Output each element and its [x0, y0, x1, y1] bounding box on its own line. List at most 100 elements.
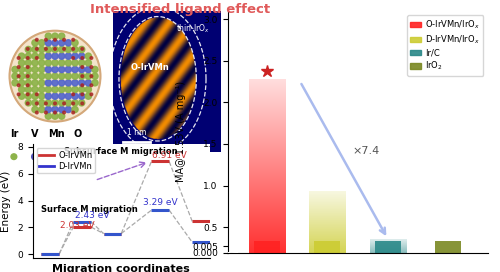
- Text: 2.03 eV: 2.03 eV: [60, 221, 94, 230]
- Circle shape: [58, 93, 65, 99]
- Circle shape: [18, 53, 25, 59]
- Text: O-IrVMn: O-IrVMn: [131, 63, 170, 72]
- Circle shape: [78, 53, 85, 59]
- Circle shape: [18, 93, 20, 96]
- Circle shape: [72, 60, 78, 66]
- Circle shape: [65, 47, 71, 52]
- Circle shape: [10, 31, 101, 122]
- Circle shape: [38, 47, 45, 52]
- Circle shape: [62, 102, 66, 105]
- Circle shape: [72, 40, 78, 46]
- Circle shape: [85, 73, 91, 79]
- Circle shape: [85, 66, 91, 73]
- Circle shape: [45, 73, 52, 79]
- Circle shape: [45, 33, 52, 39]
- Circle shape: [52, 53, 58, 59]
- Circle shape: [38, 100, 45, 106]
- Circle shape: [45, 53, 52, 59]
- Circle shape: [90, 66, 92, 69]
- Circle shape: [25, 66, 32, 73]
- Circle shape: [45, 93, 52, 99]
- Circle shape: [32, 40, 38, 46]
- Circle shape: [72, 86, 78, 92]
- Circle shape: [32, 80, 38, 86]
- Circle shape: [45, 106, 52, 113]
- Circle shape: [72, 93, 74, 96]
- Circle shape: [72, 100, 78, 106]
- Circle shape: [25, 73, 32, 79]
- Text: V: V: [32, 129, 39, 139]
- Circle shape: [90, 57, 92, 59]
- Circle shape: [58, 100, 65, 106]
- Circle shape: [58, 73, 65, 79]
- Circle shape: [85, 80, 91, 86]
- Circle shape: [72, 53, 78, 59]
- Circle shape: [32, 86, 38, 92]
- Circle shape: [85, 86, 91, 92]
- Bar: [435, 241, 462, 253]
- Circle shape: [90, 93, 92, 96]
- Circle shape: [54, 48, 56, 50]
- Circle shape: [81, 48, 84, 50]
- Circle shape: [81, 84, 84, 86]
- Circle shape: [65, 66, 71, 73]
- Circle shape: [58, 33, 65, 39]
- Circle shape: [76, 155, 79, 158]
- Circle shape: [38, 106, 45, 113]
- Legend: O-IrVMn, D-IrVMn: O-IrVMn, D-IrVMn: [36, 148, 95, 174]
- Circle shape: [65, 106, 71, 113]
- Circle shape: [54, 111, 56, 114]
- Circle shape: [32, 60, 38, 66]
- Circle shape: [18, 73, 25, 79]
- Text: Ir: Ir: [10, 129, 18, 139]
- Circle shape: [62, 48, 66, 50]
- Circle shape: [58, 47, 65, 52]
- Circle shape: [38, 66, 45, 73]
- Circle shape: [18, 66, 25, 73]
- Circle shape: [65, 93, 71, 99]
- X-axis label: Migration coordinates: Migration coordinates: [52, 264, 190, 272]
- Text: Subsurface M migration: Subsurface M migration: [64, 147, 178, 156]
- Circle shape: [44, 48, 48, 50]
- Y-axis label: MA@ 1.53V (A mg⁻¹): MA@ 1.53V (A mg⁻¹): [176, 81, 186, 183]
- Legend: O-IrVMn/IrO$_x$, D-IrVMn/IrO$_x$, Ir/C, IrO$_2$: O-IrVMn/IrO$_x$, D-IrVMn/IrO$_x$, Ir/C, …: [407, 15, 484, 76]
- Circle shape: [52, 106, 58, 113]
- Circle shape: [58, 40, 65, 46]
- Circle shape: [25, 60, 32, 66]
- Text: Intensified ligand effect: Intensified ligand effect: [90, 3, 270, 16]
- Circle shape: [54, 102, 56, 105]
- Circle shape: [65, 40, 71, 46]
- Circle shape: [11, 154, 17, 159]
- Circle shape: [65, 86, 71, 92]
- Circle shape: [58, 53, 65, 59]
- Circle shape: [32, 153, 38, 160]
- Circle shape: [81, 75, 84, 78]
- Circle shape: [52, 113, 58, 119]
- Circle shape: [78, 47, 85, 52]
- Circle shape: [78, 60, 85, 66]
- Circle shape: [32, 93, 38, 99]
- Circle shape: [78, 73, 85, 79]
- Text: 3.29 eV: 3.29 eV: [143, 198, 178, 207]
- Circle shape: [26, 102, 29, 105]
- Circle shape: [72, 73, 78, 79]
- Text: Mn: Mn: [48, 129, 64, 139]
- Circle shape: [44, 111, 48, 114]
- Circle shape: [32, 73, 38, 79]
- Circle shape: [12, 80, 18, 86]
- Circle shape: [72, 48, 74, 50]
- Circle shape: [18, 80, 25, 86]
- Circle shape: [36, 38, 38, 41]
- Circle shape: [52, 86, 58, 92]
- Circle shape: [92, 73, 98, 79]
- Circle shape: [85, 60, 91, 66]
- Circle shape: [26, 93, 29, 96]
- Circle shape: [26, 75, 29, 78]
- Circle shape: [65, 60, 71, 66]
- Circle shape: [78, 66, 85, 73]
- Circle shape: [32, 100, 38, 106]
- Circle shape: [45, 60, 52, 66]
- Circle shape: [58, 106, 65, 113]
- Circle shape: [26, 66, 29, 69]
- Circle shape: [72, 66, 78, 73]
